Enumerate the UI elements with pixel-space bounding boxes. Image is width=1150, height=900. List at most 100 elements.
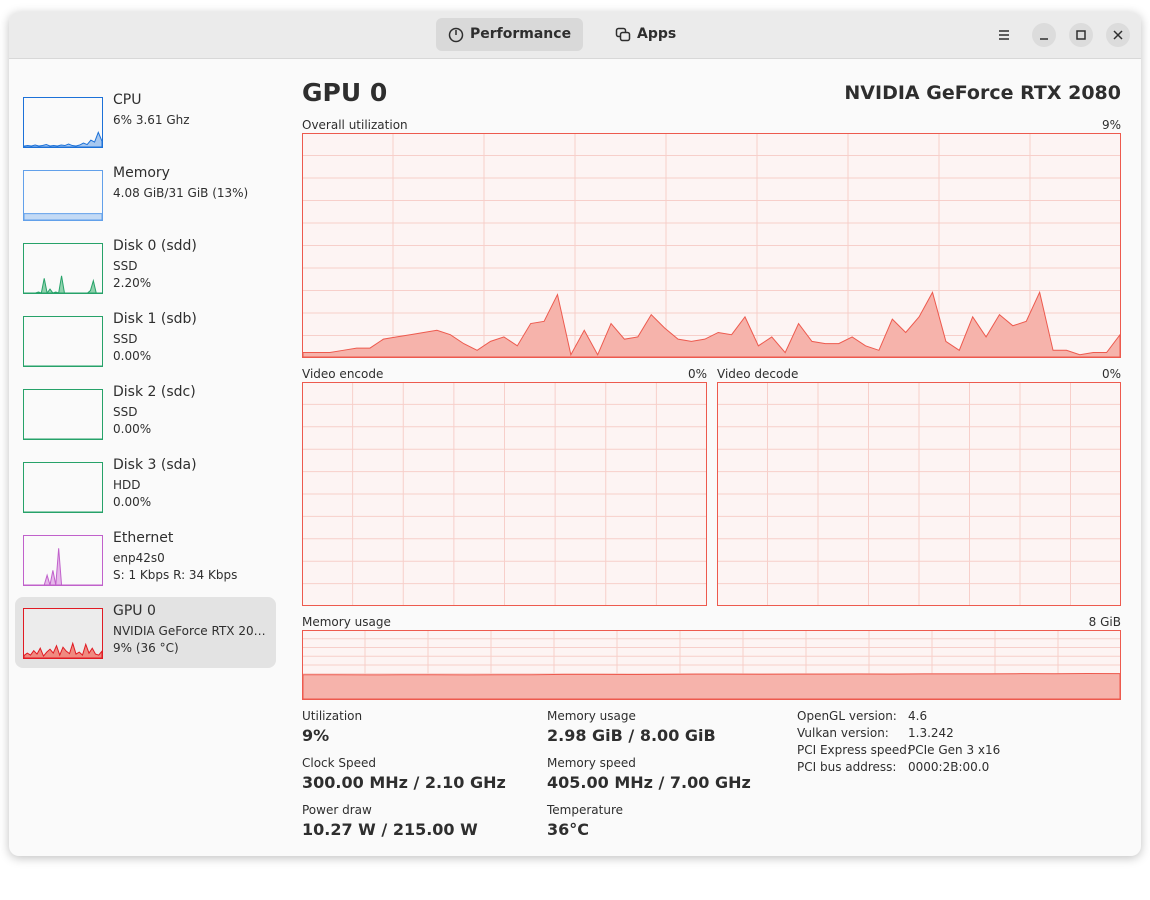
graph-value: 0% bbox=[687, 367, 707, 381]
item-name: GPU 0 bbox=[113, 603, 156, 619]
info-value: 4.6 bbox=[908, 709, 928, 723]
icon bbox=[448, 27, 464, 43]
stat-value: 10.27 W / 215.00 W bbox=[302, 820, 478, 839]
item-detail: S: 1 Kbps R: 34 Kbps bbox=[113, 568, 238, 582]
graph bbox=[302, 133, 1121, 358]
graph-border bbox=[23, 170, 103, 221]
item-detail: SSD bbox=[113, 332, 138, 346]
stat-value: 2.98 GiB / 8.00 GiB bbox=[547, 726, 716, 745]
stat-label: Clock Speed bbox=[302, 756, 377, 770]
graph-border bbox=[23, 462, 103, 513]
window: Performance Apps CPU 6% 3.61 Ghz Memory 4.0… bbox=[9, 12, 1141, 856]
tab-label: Apps bbox=[637, 26, 677, 42]
area bbox=[23, 213, 103, 221]
stat-label: Memory usage bbox=[547, 709, 636, 723]
stat-value: 405.00 MHz / 7.00 GHz bbox=[547, 773, 751, 792]
graph-value: 0% bbox=[1101, 367, 1121, 381]
graph bbox=[23, 170, 103, 221]
close-button[interactable] bbox=[1106, 23, 1130, 47]
graph-label: Video encode bbox=[302, 367, 384, 381]
graph-background bbox=[23, 462, 103, 513]
graph-border bbox=[717, 382, 1121, 606]
graph-border bbox=[23, 389, 103, 440]
item-detail: 0.00% bbox=[113, 422, 152, 436]
area bbox=[302, 290, 1121, 358]
sidebar-item[interactable]: Disk 3 (sda) HDD 0.00% bbox=[15, 451, 276, 522]
stat-label: Power draw bbox=[302, 803, 372, 817]
graph bbox=[302, 630, 1121, 700]
item-name: Disk 2 (sdc) bbox=[113, 384, 196, 400]
item-detail: 0.00% bbox=[113, 349, 152, 363]
info-value: PCIe Gen 3 x16 bbox=[908, 743, 1001, 757]
graph-background bbox=[23, 316, 103, 367]
graph bbox=[23, 97, 103, 148]
device-name: NVIDIA GeForce RTX 2080 bbox=[844, 82, 1121, 104]
stat-label: Temperature bbox=[547, 803, 624, 817]
item-detail: NVIDIA GeForce RTX 20… bbox=[113, 624, 266, 638]
graph bbox=[23, 462, 103, 513]
area bbox=[302, 672, 1121, 700]
stat-label: Memory speed bbox=[547, 756, 636, 770]
menu-button[interactable] bbox=[997, 28, 1011, 42]
sidebar-item[interactable]: GPU 0 NVIDIA GeForce RTX 20… 9% (36 °C) bbox=[15, 597, 276, 668]
info-value: 0000:2B:00.0 bbox=[908, 760, 990, 774]
item-name: Ethernet bbox=[113, 530, 174, 546]
sidebar-item[interactable]: Ethernet enp42s0 S: 1 Kbps R: 34 Kbps bbox=[15, 524, 276, 595]
graph-border bbox=[23, 316, 103, 367]
item-detail: 4.08 GiB/31 GiB (13%) bbox=[113, 186, 249, 200]
graph-border bbox=[302, 382, 707, 606]
graph-label: Video decode bbox=[717, 367, 799, 381]
stat-value: 36°C bbox=[547, 820, 590, 839]
graph-background bbox=[23, 535, 103, 586]
item-name: Memory bbox=[113, 165, 170, 181]
sidebar-item[interactable]: CPU 6% 3.61 Ghz bbox=[15, 86, 276, 157]
item-name: Disk 1 (sdb) bbox=[113, 311, 197, 327]
graph-background bbox=[23, 389, 103, 440]
sidebar: CPU 6% 3.61 Ghz Memory 4.08 GiB/31 GiB (13%… bbox=[9, 59, 285, 856]
graph-border bbox=[23, 608, 103, 659]
graph-background bbox=[23, 170, 103, 221]
header-bar: Performance Apps bbox=[9, 12, 1141, 59]
detail-panel: GPU 0 NVIDIA GeForce RTX 2080 Overall ut… bbox=[9, 12, 1141, 856]
item-name: CPU bbox=[113, 92, 142, 108]
item-detail: HDD bbox=[113, 478, 141, 492]
graph bbox=[302, 382, 707, 606]
item-detail: enp42s0 bbox=[113, 551, 165, 565]
sidebar-item[interactable]: Disk 0 (sdd) SSD 2.20% bbox=[15, 232, 276, 303]
graph-border bbox=[302, 630, 1121, 700]
tab[interactable]: Performance bbox=[436, 18, 584, 51]
stat-label: Utilization bbox=[302, 709, 363, 723]
sidebar-item[interactable]: Disk 1 (sdb) SSD 0.00% bbox=[15, 305, 276, 376]
item-name: Disk 3 (sda) bbox=[113, 457, 197, 473]
tab[interactable]: Apps bbox=[603, 18, 688, 51]
info-label: Vulkan version: bbox=[797, 726, 889, 740]
graph bbox=[23, 389, 103, 440]
graph bbox=[23, 535, 103, 586]
sidebar-item[interactable]: Memory 4.08 GiB/31 GiB (13%) bbox=[15, 159, 276, 230]
info-value: 1.3.242 bbox=[908, 726, 954, 740]
stat-value: 300.00 MHz / 2.10 GHz bbox=[302, 773, 506, 792]
maximize-button[interactable] bbox=[1069, 23, 1093, 47]
item-detail: SSD bbox=[113, 259, 138, 273]
graph bbox=[23, 316, 103, 367]
graph-value: 8 GiB bbox=[1088, 615, 1121, 629]
item-detail: 0.00% bbox=[113, 495, 152, 509]
item-detail: 6% 3.61 Ghz bbox=[113, 113, 190, 127]
icon bbox=[615, 27, 631, 42]
info-label: OpenGL version: bbox=[797, 709, 897, 723]
item-name: Disk 0 (sdd) bbox=[113, 238, 197, 254]
graph-border bbox=[23, 97, 103, 148]
item-detail: 2.20% bbox=[113, 276, 152, 290]
graph-value: 9% bbox=[1101, 118, 1121, 132]
graph-background bbox=[23, 97, 103, 148]
minimize-button[interactable] bbox=[1032, 23, 1056, 47]
graph-border bbox=[23, 535, 103, 586]
info-label: PCI bus address: bbox=[797, 760, 897, 774]
sidebar-item[interactable]: Disk 2 (sdc) SSD 0.00% bbox=[15, 378, 276, 449]
graph-label: Overall utilization bbox=[302, 118, 408, 132]
info-label: PCI Express speed: bbox=[797, 743, 911, 757]
graph-border bbox=[23, 243, 103, 294]
tab-label: Performance bbox=[470, 26, 572, 42]
item-detail: SSD bbox=[113, 405, 138, 419]
